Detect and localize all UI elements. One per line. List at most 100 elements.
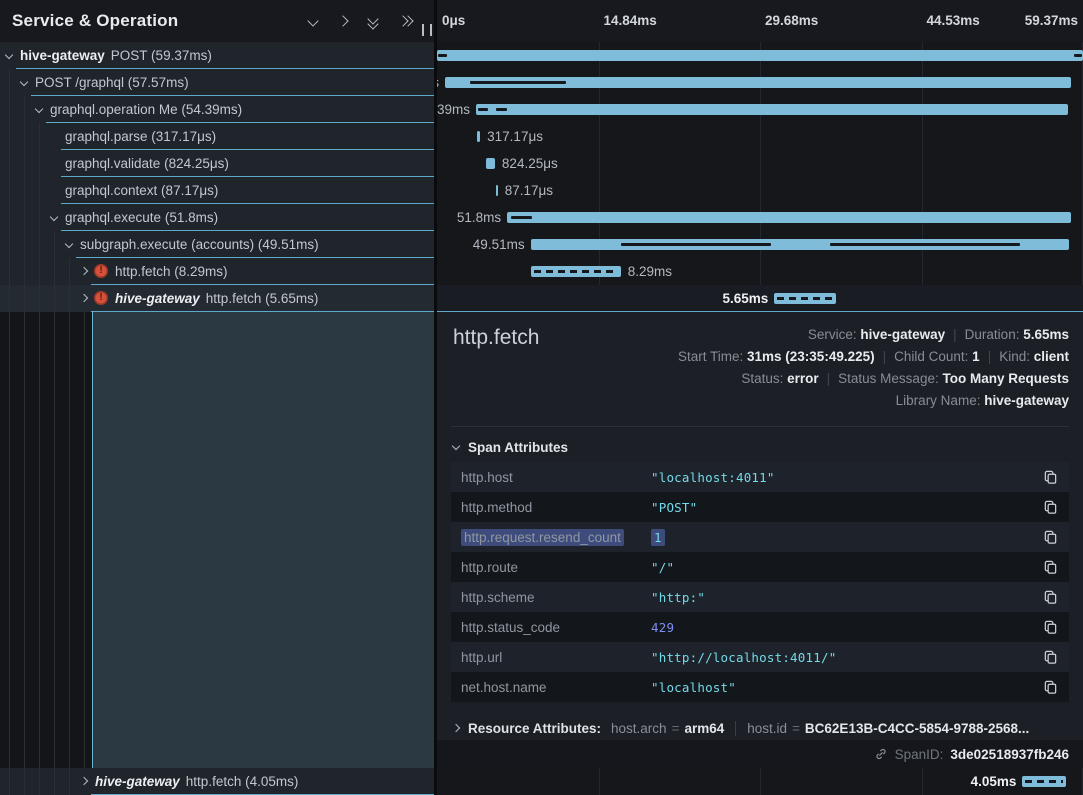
chevron-right-icon[interactable] xyxy=(79,266,89,276)
indent-guide xyxy=(9,204,10,231)
self-time-mark xyxy=(469,81,567,84)
span-duration-bar[interactable] xyxy=(495,185,498,196)
indent-guide xyxy=(9,177,10,204)
attribute-key: http.method xyxy=(461,500,651,515)
span-duration-bar[interactable] xyxy=(507,212,1071,223)
double-chevron-down-icon[interactable] xyxy=(367,12,379,30)
chevron-down-icon[interactable] xyxy=(49,212,59,222)
chevron-down-icon[interactable] xyxy=(19,77,29,87)
timeline-row[interactable]: 51.8ms xyxy=(437,204,1083,231)
timeline-row[interactable]: 824.25μs xyxy=(437,150,1083,177)
timeline-row[interactable]: 49.51ms xyxy=(437,231,1083,258)
span-row-label: graphql.validate (824.25μs) xyxy=(65,150,229,177)
attribute-value-text: "POST" xyxy=(651,499,698,515)
copy-icon[interactable] xyxy=(1041,468,1059,486)
resource-attributes-row[interactable]: Resource Attributes: host.arch = arm64 host… xyxy=(453,714,1069,742)
span-row-label: POST /graphql (57.57ms) xyxy=(35,69,189,96)
attribute-row[interactable]: http.request.resend_count 1 xyxy=(451,522,1069,552)
indent-guide xyxy=(24,204,25,231)
copy-icon[interactable] xyxy=(1041,618,1059,636)
attribute-row[interactable]: http.status_code 429 xyxy=(451,612,1069,642)
row-underline xyxy=(437,311,1083,312)
span-tree-row[interactable]: graphql.execute (51.8ms) xyxy=(0,204,434,231)
attribute-value-text: "localhost:4011" xyxy=(651,469,775,485)
meta-label: Child Count: xyxy=(894,349,973,364)
double-chevron-right-icon[interactable] xyxy=(397,15,414,27)
span-tree-row[interactable]: subgraph.execute (accounts) (49.51ms) xyxy=(0,231,434,258)
chevron-down-icon[interactable] xyxy=(307,15,319,27)
attribute-key: http.scheme xyxy=(461,590,651,605)
copy-icon[interactable] xyxy=(1041,558,1059,576)
link-icon[interactable] xyxy=(874,747,888,761)
span-duration-bar[interactable] xyxy=(437,50,1083,61)
span-duration-bar[interactable] xyxy=(485,158,495,169)
copy-icon[interactable] xyxy=(1041,678,1059,696)
indent-guide xyxy=(39,231,40,258)
span-tree-row[interactable]: graphql.validate (824.25μs) xyxy=(0,150,434,177)
attribute-row[interactable]: http.url "http://localhost:4011/" xyxy=(451,642,1069,672)
span-duration-bar[interactable] xyxy=(530,266,621,277)
attribute-row[interactable]: http.host "localhost:4011" xyxy=(451,462,1069,492)
attribute-value-text: "localhost" xyxy=(651,679,736,695)
attribute-value: "localhost:4011" xyxy=(651,470,1041,485)
timeline-row[interactable] xyxy=(437,42,1083,69)
span-tree-row[interactable]: POST /graphql (57.57ms) xyxy=(0,69,434,96)
timeline-row[interactable]: 317.17μs xyxy=(437,123,1083,150)
chevron-down-icon[interactable] xyxy=(4,50,14,60)
span-tree-row[interactable]: hive-gateway http.fetch (4.05ms) xyxy=(0,768,434,795)
indent-guide xyxy=(9,285,10,312)
timeline-row[interactable]: 54.39ms xyxy=(437,96,1083,123)
panel-divider[interactable] xyxy=(434,0,437,795)
row-underline xyxy=(76,257,434,258)
timeline-row[interactable]: 57.57ms xyxy=(437,69,1083,96)
meta-value: error xyxy=(787,371,819,386)
chevron-right-icon[interactable] xyxy=(79,293,89,303)
span-duration-bar[interactable] xyxy=(475,104,1068,115)
span-tree-row[interactable]: ! hive-gateway http.fetch (5.65ms) xyxy=(0,285,434,312)
span-duration-bar[interactable] xyxy=(476,131,481,142)
span-duration-bar[interactable] xyxy=(530,239,1070,250)
timeline-row[interactable]: 87.17μs xyxy=(437,177,1083,204)
attribute-row[interactable]: net.host.name "localhost" xyxy=(451,672,1069,702)
meta-line: Library Name: hive-gateway xyxy=(678,390,1069,412)
equals-sign: = xyxy=(792,720,800,736)
chevron-down-icon[interactable] xyxy=(34,104,44,114)
attribute-key: http.host xyxy=(461,470,651,485)
attribute-row[interactable]: http.method "POST" xyxy=(451,492,1069,522)
operation-name: graphql.execute (51.8ms) xyxy=(65,210,219,225)
span-duration-bar[interactable] xyxy=(444,77,1072,88)
attribute-row[interactable]: http.scheme "http:" xyxy=(451,582,1069,612)
span-tree-row[interactable]: graphql.context (87.17μs) xyxy=(0,177,434,204)
span-duration-bar[interactable] xyxy=(1022,776,1067,787)
attribute-row[interactable]: http.route "/" xyxy=(451,552,1069,582)
timeline-row[interactable]: 8.29ms xyxy=(437,258,1083,285)
chevron-right-icon[interactable] xyxy=(79,776,89,786)
span-tree-row[interactable]: graphql.operation Me (54.39ms) xyxy=(0,96,434,123)
bar-duration-label: 49.51ms xyxy=(472,237,525,252)
indent-guide xyxy=(9,69,10,96)
span-tree-row[interactable]: hive-gateway POST (59.37ms) xyxy=(0,42,434,69)
span-detail-panel: http.fetch Service: hive-gateway | Duratio… xyxy=(437,312,1083,768)
span-tree-row[interactable]: graphql.parse (317.17μs) xyxy=(0,123,434,150)
row-underline xyxy=(46,122,434,123)
attribute-key: net.host.name xyxy=(461,680,651,695)
operation-name: http.fetch (5.65ms) xyxy=(205,291,319,306)
span-duration-bar[interactable] xyxy=(774,293,836,304)
span-attributes-header[interactable]: Span Attributes xyxy=(451,440,568,455)
bar-duration-label: 824.25μs xyxy=(501,156,558,171)
copy-icon[interactable] xyxy=(1041,648,1059,666)
copy-icon[interactable] xyxy=(1041,528,1059,546)
indent-guide xyxy=(9,312,10,768)
timeline-row[interactable]: 5.65ms xyxy=(437,285,1083,312)
copy-icon[interactable] xyxy=(1041,588,1059,606)
panel-resize-handle-icon[interactable] xyxy=(422,24,432,36)
time-tick-label: 14.84ms xyxy=(603,13,657,28)
copy-icon[interactable] xyxy=(1041,498,1059,516)
span-row-label: graphql.context (87.17μs) xyxy=(65,177,218,204)
self-time-mark xyxy=(496,108,507,111)
timeline-row[interactable]: 4.05ms xyxy=(437,768,1083,795)
chevron-right-icon[interactable] xyxy=(337,15,349,27)
chevron-down-icon[interactable] xyxy=(64,239,74,249)
indent-guide xyxy=(69,312,70,768)
span-tree-row[interactable]: ! http.fetch (8.29ms) xyxy=(0,258,434,285)
